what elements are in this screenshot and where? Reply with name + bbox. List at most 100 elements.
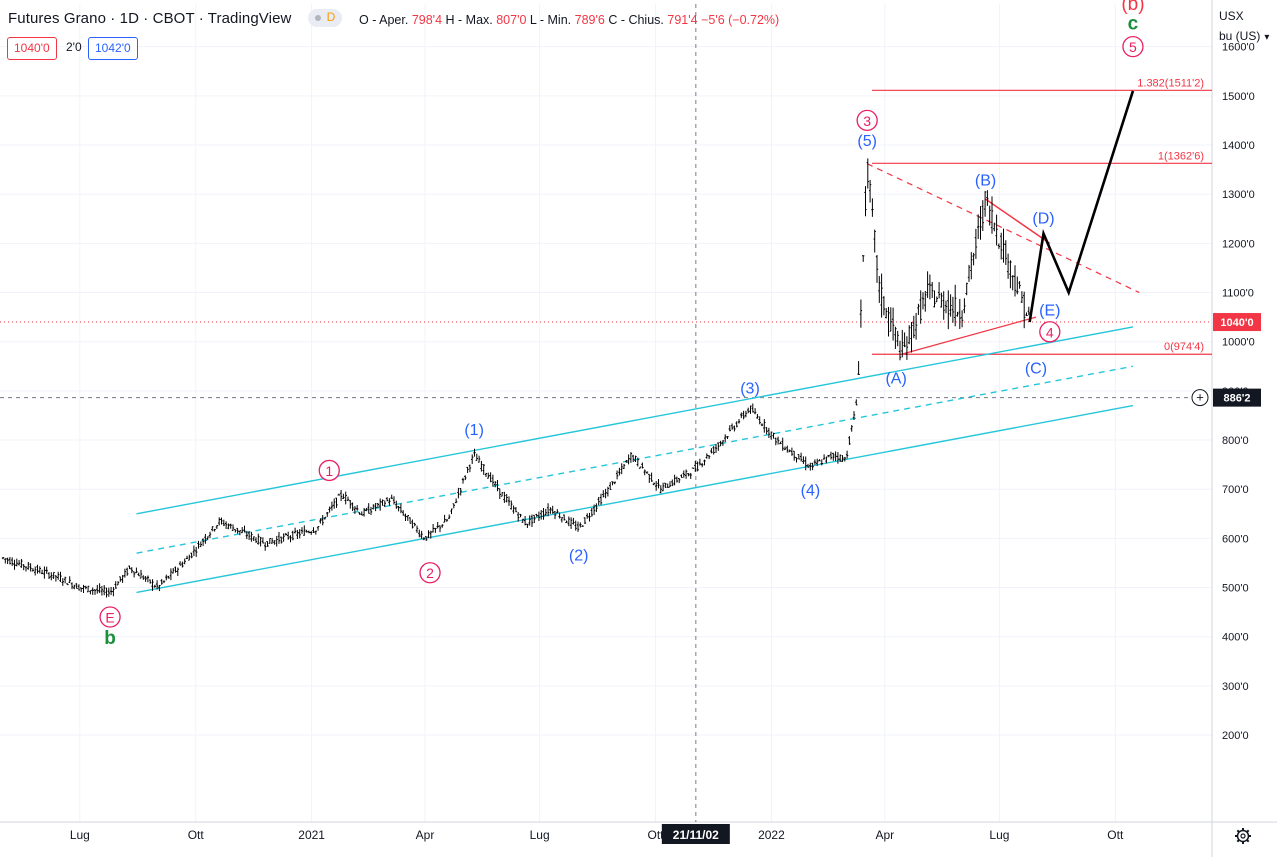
wave-label: (D) (1032, 211, 1054, 228)
y-tick-label: 700'0 (1222, 484, 1249, 496)
wave-label-circle (856, 109, 878, 132)
y-tick-label: 500'0 (1222, 583, 1249, 595)
x-tick-label: Lug (70, 828, 90, 842)
wave-label: b (104, 628, 116, 649)
eye-icon (314, 15, 321, 22)
crosshair-price-badge (1213, 388, 1261, 407)
close-label: C - Chius. (608, 13, 664, 27)
wave-label: (b) (1121, 0, 1144, 15)
gear-tooth (1236, 839, 1240, 843)
last-price-badge-label: 1040'0 (1220, 317, 1253, 329)
y-tick-label: 1600'0 (1222, 42, 1255, 54)
fib-level-label: 1(1362'6) (1158, 150, 1204, 162)
x-tick-label: 2022 (758, 828, 785, 842)
x-tick-label: Ott (188, 828, 205, 842)
grid (0, 4, 1212, 822)
interval-letter: D (326, 10, 336, 25)
add-alert-plus-icon (1191, 389, 1209, 407)
triangle-bd-line (985, 198, 1051, 244)
last-price-badge (1213, 313, 1261, 332)
wave-label: 5 (1129, 39, 1137, 55)
y-tick-label: 1400'0 (1222, 140, 1255, 152)
x-tick-label: Lug (530, 828, 550, 842)
wave-label-circle (419, 562, 441, 584)
wave-label: 1 (325, 463, 333, 479)
change-value: −5'6 (−0.72%) (701, 13, 780, 27)
wave-label: (A) (885, 370, 906, 387)
wave-label: (3) (740, 380, 760, 397)
wave-label-circle (318, 459, 340, 482)
buy-price-box[interactable]: 1042'0 (88, 37, 138, 60)
gear-tooth (1246, 829, 1250, 833)
chevron-down-icon: ▾ (1264, 32, 1270, 43)
wave-label: 4 (1046, 324, 1054, 340)
crosshair-date-badge (661, 824, 730, 844)
y-tick-label: 400'0 (1222, 632, 1249, 644)
x-tick-label: Apr (416, 828, 435, 842)
x-tick-label: Ott (1107, 828, 1124, 842)
y-tick-label: 1200'0 (1222, 238, 1255, 250)
wave-label-circle (1122, 35, 1144, 58)
gear-icon[interactable] (1235, 828, 1251, 844)
channel-mid-line (136, 365, 1134, 554)
gear-tooth (1236, 829, 1240, 833)
y-tick-label: 300'0 (1222, 681, 1249, 693)
wave-label: (4) (801, 483, 821, 500)
triangle-lower-line (902, 316, 1037, 355)
unit-label: bu (US) (1219, 29, 1261, 43)
close-value: 791'4 (667, 13, 698, 27)
open-label: O - Aper. (359, 13, 409, 27)
y-tick-label: 1300'0 (1222, 189, 1255, 201)
symbol-title[interactable]: Futures Grano · 1D · CBOT · TradingView (8, 10, 292, 27)
wave-label: E (105, 609, 114, 625)
channel-upper-line (136, 326, 1134, 515)
projection-path (1028, 90, 1135, 323)
fib-level-label: 1.382(1511'2) (1137, 77, 1204, 89)
y-tick-label: 200'0 (1222, 730, 1249, 742)
currency-selector[interactable]: USX (1219, 9, 1244, 23)
x-tick-label: Lug (989, 828, 1009, 842)
x-tick-label: Apr (875, 828, 894, 842)
channel-lower-line (136, 404, 1134, 594)
interval-badge[interactable]: D (307, 9, 342, 28)
high-value: 807'0 (496, 13, 527, 27)
gear-tooth (1246, 839, 1250, 843)
y-tick-label: 1500'0 (1222, 91, 1255, 103)
ohlc-legend: O - Aper. 798'4 H - Max. 807'0 L - Min. … (359, 13, 779, 27)
plus-glyph: + (1196, 390, 1204, 405)
x-tick-label: Ott (648, 828, 665, 842)
unit-selector[interactable]: bu (US) ▾ (1219, 29, 1269, 43)
x-tick-label: 2021 (298, 828, 325, 842)
high-label: H - Max. (445, 13, 493, 27)
crosshair-date-label: 21/11/02 (673, 828, 719, 842)
wave-label-circle (1039, 321, 1061, 343)
y-tick-label: 800'0 (1222, 435, 1249, 447)
triangle-upper-line (866, 163, 1140, 294)
ohlc-bars (1, 158, 1030, 598)
fib-level-label: 0(974'4) (1164, 341, 1204, 353)
sell-price-box[interactable]: 1040'0 (7, 37, 57, 60)
wave-label: (B) (975, 172, 996, 189)
wave-label: (1) (464, 422, 484, 439)
wave-label: 3 (863, 113, 871, 129)
y-tick-label: 1100'0 (1222, 288, 1254, 300)
wave-label-circle (99, 606, 121, 628)
y-tick-label: 600'0 (1222, 533, 1249, 545)
wave-label: (5) (857, 133, 877, 150)
crosshair-price-badge-label: 886'2 (1223, 393, 1250, 405)
wave-label: (E) (1039, 303, 1060, 320)
wave-label: (C) (1025, 361, 1047, 378)
low-value: 789'6 (574, 13, 605, 27)
open-value: 798'4 (411, 13, 443, 27)
header-title-row: Futures Grano · 1D · CBOT · TradingView … (8, 9, 342, 28)
wave-label: (2) (569, 548, 589, 565)
gear-hub (1240, 833, 1246, 839)
wave-label: 2 (426, 565, 434, 581)
spread-value: 2'0 (66, 40, 82, 54)
y-tick-label: 1000'0 (1222, 337, 1255, 349)
low-label: L - Min. (529, 13, 572, 27)
wave-label: c (1128, 13, 1139, 34)
gear-ring (1236, 829, 1250, 843)
